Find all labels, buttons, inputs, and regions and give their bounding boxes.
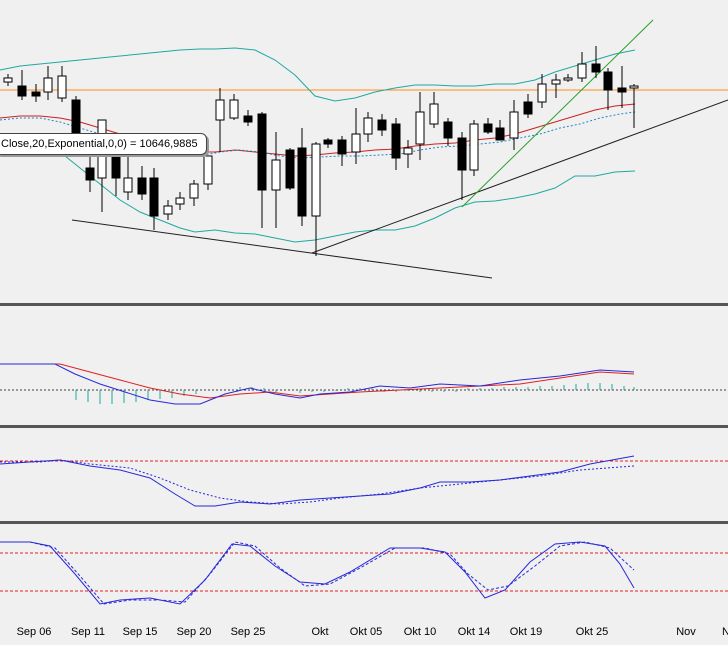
x-tick-label: Sep 06 — [16, 626, 52, 638]
x-tick-label: Sep 20 — [176, 626, 212, 638]
macd-panel — [0, 363, 728, 405]
candle-body-26 — [351, 133, 361, 153]
panel-divider-2 — [0, 521, 728, 524]
candle-body-6 — [85, 167, 95, 181]
candle-body-27 — [363, 117, 373, 135]
price-panel — [0, 19, 728, 279]
support-trendline — [311, 99, 728, 254]
candle-body-38 — [509, 111, 519, 139]
candle-body-2 — [31, 91, 41, 97]
x-tick-label: Sep 11 — [70, 626, 106, 638]
x-tick-label: Sep 15 — [122, 626, 158, 638]
candle-body-15 — [203, 155, 213, 185]
candle-body-31 — [415, 111, 425, 145]
stoch-d-line — [0, 541, 635, 605]
candle-body-20 — [271, 159, 281, 191]
candle-body-40 — [537, 83, 547, 103]
candle-body-36 — [483, 123, 493, 133]
candle-body-1 — [17, 85, 27, 97]
candle-body-35 — [469, 123, 479, 171]
candle-body-9 — [123, 177, 133, 193]
candle-body-21 — [285, 149, 295, 189]
candle-body-16 — [215, 99, 225, 121]
candle-body-28 — [377, 119, 387, 131]
candle-body-3 — [43, 77, 53, 93]
candle-body-33 — [443, 121, 453, 139]
bollinger-upper — [0, 47, 636, 102]
indicator-value-tooltip: Close,20,Exponential,0,0) = 10646,9885 — [0, 133, 207, 155]
candle-body-29 — [391, 123, 401, 159]
candle-body-0 — [3, 77, 13, 83]
macd-signal-line — [0, 363, 635, 399]
panel-divider-1 — [0, 425, 728, 428]
candle-body-12 — [163, 205, 173, 215]
candle-body-37 — [495, 127, 505, 141]
bollinger-lower — [0, 146, 636, 243]
candle-body-8 — [111, 151, 121, 179]
candle-body-41 — [551, 79, 561, 85]
candle-body-17 — [229, 99, 239, 119]
green-trendline — [461, 19, 654, 208]
candle-body-34 — [457, 137, 467, 171]
candles — [3, 46, 639, 256]
macd-main-line — [0, 363, 635, 405]
x-tick-label: Okt 14 — [457, 626, 491, 638]
lower-trendline — [71, 219, 493, 279]
candle-body-25 — [337, 139, 347, 155]
x-tick-label: Nov — [676, 626, 696, 638]
candle-body-11 — [149, 177, 159, 217]
x-tick-label: Okt 05 — [349, 626, 383, 638]
candle-body-22 — [297, 147, 307, 217]
candle-body-47 — [629, 85, 639, 89]
candle-body-30 — [403, 147, 413, 155]
candle-body-13 — [175, 197, 185, 205]
candle-body-45 — [603, 71, 613, 91]
candle-body-43 — [577, 63, 587, 79]
candle-body-23 — [311, 143, 321, 217]
candle-body-24 — [323, 139, 333, 145]
panel-divider-0 — [0, 303, 728, 306]
candle-body-14 — [189, 183, 199, 199]
x-tick-label: Okt 10 — [403, 626, 437, 638]
x-tick-label: Okt — [311, 626, 329, 638]
x-tick-label: Okt 25 — [575, 626, 609, 638]
candle-body-44 — [591, 63, 601, 73]
stoch-k-line — [0, 541, 635, 605]
candle-body-39 — [523, 101, 533, 115]
x-tick-label: N — [722, 626, 728, 638]
momentum-main-line — [0, 455, 635, 507]
candle-body-18 — [243, 115, 253, 123]
candle-body-19 — [257, 113, 267, 191]
candle-body-42 — [563, 77, 573, 81]
candle-body-32 — [429, 103, 439, 125]
momentum-signal-line — [0, 459, 635, 505]
candle-body-4 — [57, 75, 67, 99]
candle-body-10 — [137, 177, 147, 195]
candle-body-46 — [617, 87, 627, 93]
x-tick-label: Okt 19 — [509, 626, 543, 638]
stochastic-panel — [0, 541, 728, 605]
panel-dividers — [0, 303, 728, 524]
x-tick-label: Sep 25 — [230, 626, 266, 638]
momentum-panel — [0, 455, 728, 507]
